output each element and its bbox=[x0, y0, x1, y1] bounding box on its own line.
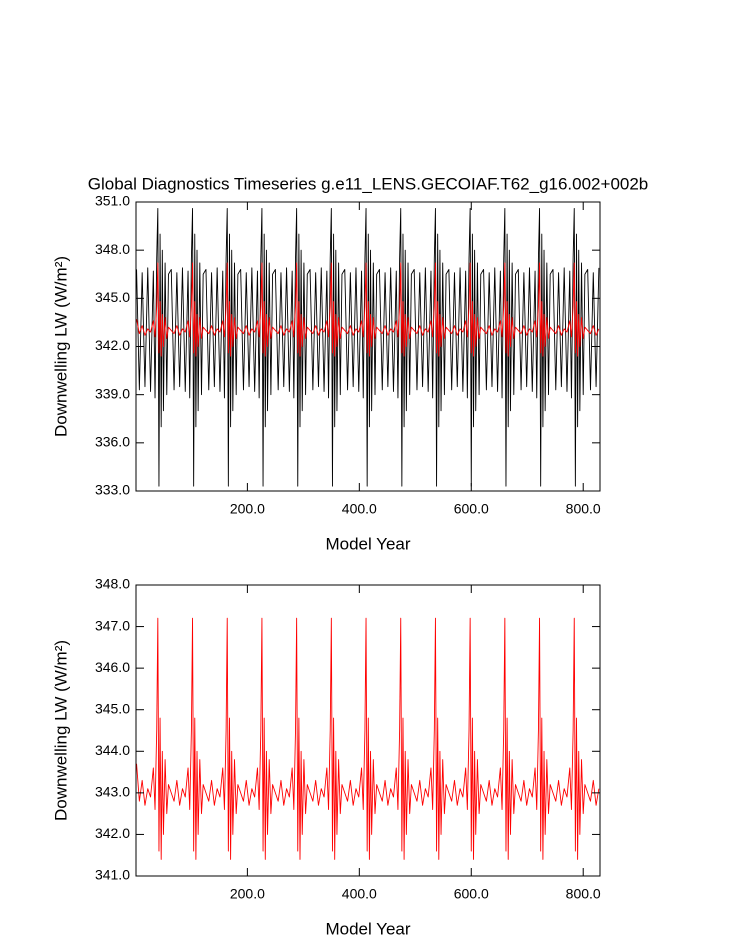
x-tick-label: 200.0 bbox=[230, 501, 265, 517]
y-tick-label: 351.0 bbox=[95, 193, 130, 209]
series-line bbox=[136, 617, 600, 860]
y-axis-label: Downwelling LW (W/m²) bbox=[51, 640, 70, 821]
y-tick-label: 343.0 bbox=[95, 784, 130, 800]
plot-frame bbox=[135, 584, 601, 877]
y-tick-label: 348.0 bbox=[95, 241, 130, 257]
y-tick-label: 345.0 bbox=[95, 700, 130, 716]
x-tick-label: 800.0 bbox=[566, 886, 601, 902]
y-tick-label: 342.0 bbox=[95, 825, 130, 841]
x-axis-label: Model Year bbox=[325, 919, 410, 938]
x-tick-label: 400.0 bbox=[342, 501, 377, 517]
y-tick-label: 346.0 bbox=[95, 659, 130, 675]
series-line bbox=[136, 207, 600, 487]
y-tick-label: 341.0 bbox=[95, 867, 130, 883]
y-tick-label: 339.0 bbox=[95, 385, 130, 401]
y-tick-label: 347.0 bbox=[95, 617, 130, 633]
x-tick-label: 600.0 bbox=[454, 886, 489, 902]
x-tick-label: 800.0 bbox=[566, 501, 601, 517]
y-tick-label: 348.0 bbox=[95, 576, 130, 592]
series-line bbox=[136, 262, 600, 357]
y-tick-label: 333.0 bbox=[95, 482, 130, 498]
x-tick-label: 600.0 bbox=[454, 501, 489, 517]
x-tick-label: 200.0 bbox=[230, 886, 265, 902]
y-tick-label: 336.0 bbox=[95, 434, 130, 450]
x-axis-label: Model Year bbox=[325, 534, 410, 553]
y-tick-label: 344.0 bbox=[95, 742, 130, 758]
y-axis-label: Downwelling LW (W/m²) bbox=[51, 256, 70, 437]
y-tick-label: 342.0 bbox=[95, 337, 130, 353]
chart-title: Global Diagnostics Timeseries g.e11_LENS… bbox=[88, 174, 649, 193]
x-tick-label: 400.0 bbox=[342, 886, 377, 902]
y-tick-label: 345.0 bbox=[95, 289, 130, 305]
